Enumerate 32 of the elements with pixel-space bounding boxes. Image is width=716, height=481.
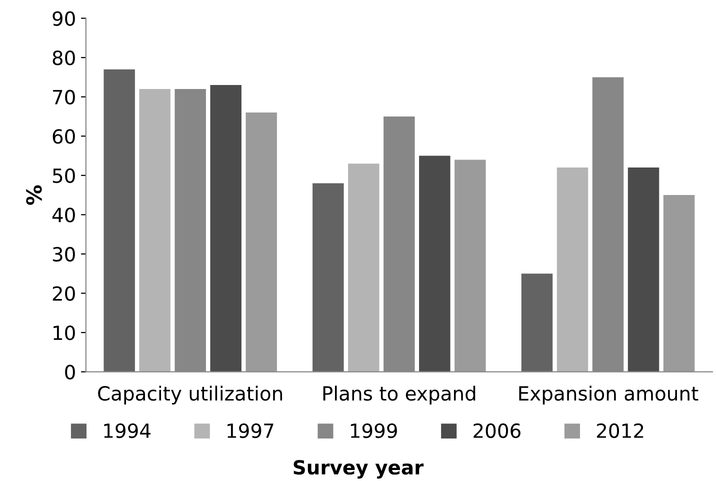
y-tick-label: 70: [53, 90, 75, 105]
bar: [246, 112, 277, 372]
bar: [663, 195, 695, 372]
bar: [348, 164, 380, 372]
legend-label: 1999: [350, 423, 397, 438]
bar: [210, 85, 242, 372]
bar: [419, 156, 450, 372]
y-tick-label: 80: [52, 50, 75, 66]
bar: [556, 168, 588, 372]
y-tick-label: 20: [52, 286, 75, 301]
y-tick-label: 90: [52, 11, 75, 26]
legend-label: 1994: [104, 423, 150, 438]
y-axis-title: %: [26, 185, 42, 205]
y-tick-label: 0: [65, 364, 75, 380]
y-tick-label: 10: [54, 325, 75, 340]
x-tick-label: Expansion amount: [519, 386, 698, 405]
legend-label: 1997: [228, 423, 274, 438]
legend-title: Survey year: [294, 460, 424, 479]
y-tick-label: 50: [52, 168, 75, 184]
y-tick-label: 60: [52, 129, 75, 144]
y-tick-label: 40: [52, 208, 75, 222]
legend-label: 2006: [474, 423, 520, 438]
bar: [521, 274, 553, 372]
bar: [454, 160, 486, 372]
x-tick-label: Capacity utilization: [98, 386, 282, 405]
legend-label: 2012: [596, 423, 644, 438]
bar: [104, 69, 135, 372]
bar: [139, 88, 170, 372]
bar: [312, 183, 344, 372]
y-tick-label: 30: [52, 246, 75, 262]
bar: [628, 168, 660, 372]
x-tick-label: Plans to expand: [323, 386, 476, 405]
